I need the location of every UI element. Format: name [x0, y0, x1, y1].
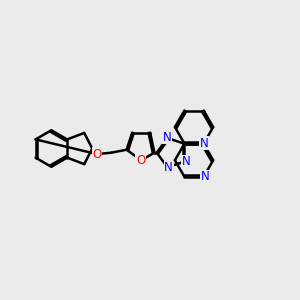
Text: N: N: [200, 136, 208, 150]
Text: N: N: [164, 161, 173, 174]
Text: N: N: [201, 170, 210, 183]
Text: N: N: [182, 155, 190, 168]
Text: O: O: [136, 154, 145, 167]
Text: N: N: [163, 131, 172, 144]
Text: O: O: [92, 148, 102, 160]
